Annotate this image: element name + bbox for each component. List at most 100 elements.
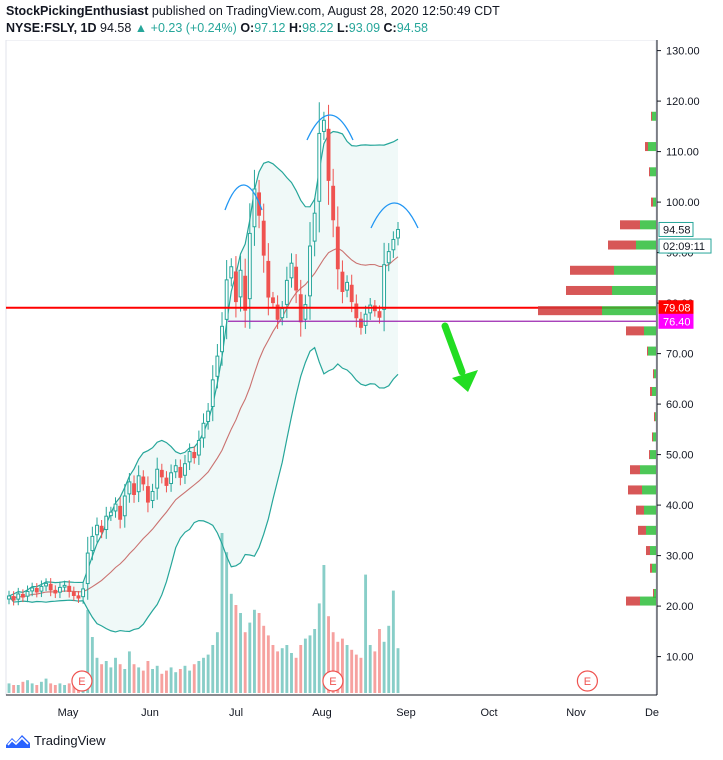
candle-body: [20, 593, 25, 598]
low-value: 93.09: [348, 21, 381, 35]
volume-bar: [44, 678, 48, 693]
candle-body: [113, 503, 118, 512]
volume-profile-down: [649, 167, 650, 177]
time-tick-label: De: [645, 707, 659, 719]
candle-body: [247, 232, 252, 300]
volume-profile-up: [650, 167, 656, 177]
candle-body: [150, 490, 155, 501]
volume-bar: [16, 685, 20, 693]
candle-body: [201, 422, 206, 439]
volume-profile-down: [647, 346, 648, 356]
candle-body: [261, 220, 266, 256]
volume-bar: [248, 622, 252, 693]
bollinger-band-fill: [9, 131, 398, 632]
author-name[interactable]: StockPickingEnthusiast: [6, 4, 149, 18]
volume-bar: [114, 657, 117, 693]
volume-profile-up: [640, 220, 656, 230]
volume-bar: [322, 565, 326, 693]
candle-body: [90, 535, 95, 552]
volume-profile-down: [626, 326, 644, 336]
volume-profile-up: [636, 240, 656, 250]
volume-profile-up: [644, 505, 656, 515]
candle-body: [266, 260, 271, 298]
earnings-marker-icon: [322, 670, 344, 692]
volume-bar: [391, 590, 395, 693]
candle-body: [127, 481, 132, 495]
volume-bar: [220, 533, 224, 693]
pattern-arc: [370, 202, 419, 229]
symbol-label[interactable]: NYSE:FSLY, 1D: [6, 21, 97, 35]
volume-profile-down: [650, 563, 652, 573]
candle-body: [229, 266, 234, 279]
volume-profile-down: [608, 240, 636, 250]
volume-profile-up: [652, 563, 656, 573]
candle-body: [16, 593, 21, 600]
volume-bar: [141, 670, 145, 693]
candle-body: [354, 303, 359, 319]
volume-bar: [197, 661, 201, 693]
candle-body: [183, 463, 187, 476]
candle-body: [386, 251, 391, 264]
candle-body: [326, 128, 331, 181]
volume-profile-down: [628, 485, 642, 495]
volume-profile-up: [648, 142, 656, 152]
volume-profile-up: [612, 285, 656, 295]
candle-body: [53, 589, 58, 594]
candle-body: [210, 379, 215, 407]
candle-body: [136, 475, 141, 493]
candle-body: [312, 212, 317, 242]
volume-profile-up: [644, 326, 656, 336]
volume-bar: [378, 629, 381, 693]
volume-bar: [188, 670, 192, 693]
candle-body: [391, 238, 396, 251]
volume-bar: [345, 645, 349, 693]
volume-profile-up: [602, 306, 656, 316]
time-tick-label: Jul: [229, 707, 243, 719]
candle-body: [224, 279, 229, 320]
volume-bar: [225, 552, 229, 693]
candle-body: [280, 308, 285, 319]
volume-bar: [396, 648, 400, 693]
candle-body: [368, 304, 373, 314]
volume-bar: [35, 685, 39, 693]
volume-bar: [280, 648, 284, 693]
volume-bar: [58, 683, 62, 693]
candle-body: [192, 451, 197, 459]
volume-profile-down: [653, 369, 654, 379]
footer-brand[interactable]: TradingView: [34, 733, 106, 748]
volume-bar: [146, 661, 150, 693]
candle-body: [99, 525, 104, 533]
volume-profile-up: [653, 197, 656, 207]
volume-profile-down: [620, 220, 640, 230]
volume-profile-down: [538, 306, 602, 316]
published-text: published on TradingView.com, August 28,…: [151, 4, 500, 18]
volume-bar: [294, 657, 298, 693]
volume-bar: [373, 651, 377, 693]
volume-profile-up: [650, 546, 656, 556]
volume-bar: [253, 609, 256, 693]
volume-bar: [211, 645, 215, 693]
volume-bar: [290, 653, 293, 693]
candle-body: [58, 586, 62, 593]
price-chart[interactable]: 10.0020.0030.0040.0050.0060.0070.0080.00…: [0, 40, 723, 730]
volume-bar: [39, 681, 43, 693]
close-label: C:: [383, 21, 397, 35]
high-value: 98.22: [302, 21, 334, 35]
volume-bar: [86, 609, 90, 693]
candle-body: [62, 584, 67, 588]
candle-body: [39, 585, 44, 592]
price-tick-label: 100.00: [666, 197, 700, 209]
volume-bar: [266, 635, 270, 693]
candle-body: [34, 588, 39, 593]
volume-bar: [104, 661, 108, 693]
chart-header: StockPickingEnthusiast published on Trad…: [6, 3, 716, 37]
time-tick-label: May: [58, 707, 79, 719]
close-value: 94.58: [396, 21, 428, 35]
volume-profile-down: [570, 265, 614, 275]
volume-bar: [229, 593, 233, 693]
volume-profile-up: [654, 369, 656, 379]
candle-body: [104, 515, 109, 531]
volume-bar: [169, 667, 173, 693]
earnings-marker-icon: [576, 670, 599, 692]
volume-bar: [192, 664, 196, 693]
